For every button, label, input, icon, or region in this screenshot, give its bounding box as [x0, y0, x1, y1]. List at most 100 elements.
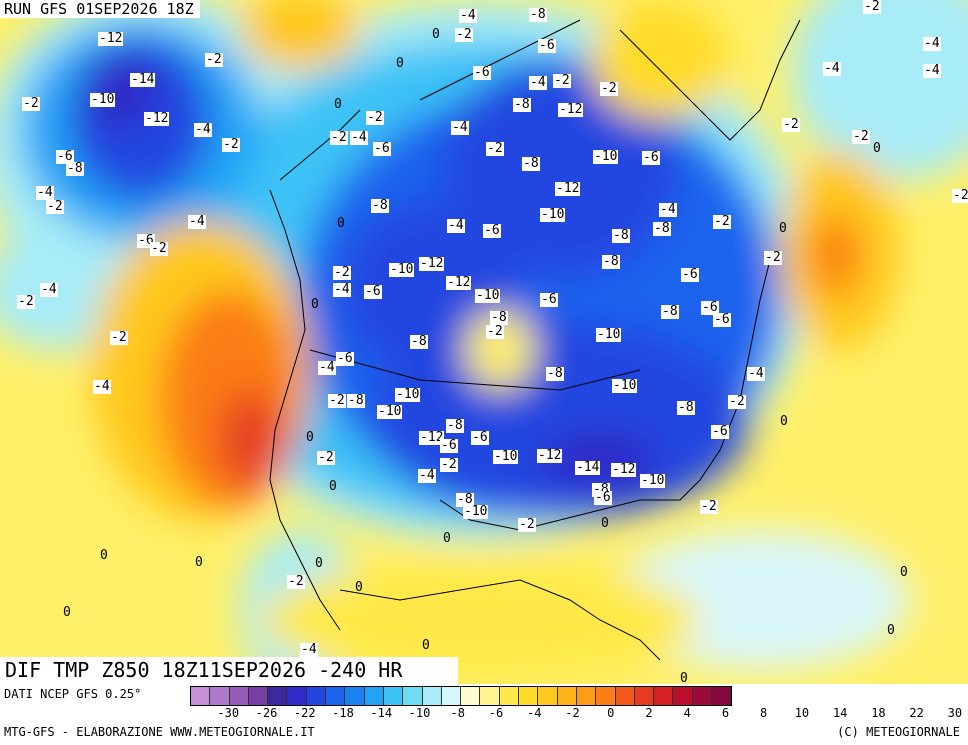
- contour-label: -2: [330, 130, 348, 145]
- contour-label-zero: 0: [887, 623, 895, 638]
- run-header: RUN GFS 01SEP2026 18Z: [0, 0, 200, 18]
- contour-label: -2: [287, 574, 305, 589]
- legend-tick-label: -10: [408, 706, 431, 720]
- contour-label: -10: [493, 449, 519, 464]
- contour-label: -10: [540, 207, 566, 222]
- contour-label: -6: [473, 65, 491, 80]
- contour-label: -6: [483, 223, 501, 238]
- contour-label-zero: 0: [432, 27, 440, 42]
- data-source: DATI NCEP GFS 0.25°: [4, 687, 142, 701]
- legend-swatch: [306, 687, 327, 705]
- contour-label: -4: [188, 214, 206, 229]
- contour-label: -2: [553, 73, 571, 88]
- contour-label: -8: [653, 221, 671, 236]
- contour-label: -12: [446, 275, 472, 290]
- contour-label: -8: [612, 228, 630, 243]
- contour-label: -8: [602, 254, 620, 269]
- contour-label: -6: [701, 300, 719, 315]
- contour-label: -12: [537, 448, 563, 463]
- legend-swatch: [441, 687, 462, 705]
- legend-swatch: [519, 687, 539, 705]
- legend-ticks: -30 -26 -22 -18 -14 -10 -8 -6 -4 -2 0 2 4 6 8 10 14 18 22 3…: [190, 706, 966, 722]
- contour-label: -6: [373, 141, 391, 156]
- contour-label: -8: [410, 334, 428, 349]
- contour-label: -2: [317, 450, 335, 465]
- contour-label: -4: [318, 360, 336, 375]
- color-legend-bar: [190, 686, 733, 706]
- legend-tick-label: 8: [760, 706, 768, 720]
- contour-label: -10: [377, 404, 403, 419]
- legend-tick-label: -2: [565, 706, 580, 720]
- legend-swatch: [538, 687, 558, 705]
- contour-label-zero: 0: [779, 221, 787, 236]
- legend-swatch: [422, 687, 442, 705]
- contour-label: -4: [823, 61, 841, 76]
- legend-swatch: [654, 687, 674, 705]
- legend-tick-label: -14: [370, 706, 393, 720]
- contour-label: -8: [371, 198, 389, 213]
- contour-label: -4: [418, 468, 436, 483]
- contour-label: -6: [681, 267, 699, 282]
- contour-label-zero: 0: [63, 605, 71, 620]
- contour-label: -2: [333, 265, 351, 280]
- contour-label: -4: [529, 75, 547, 90]
- contour-label: -4: [333, 282, 351, 297]
- legend-tick-label: -4: [526, 706, 542, 720]
- contour-label: -2: [110, 330, 128, 345]
- legend-swatch: [461, 687, 481, 705]
- contour-label: -4: [747, 366, 765, 381]
- contour-label: -4: [659, 202, 677, 217]
- contour-label: -2: [863, 0, 881, 14]
- contour-label-zero: 0: [422, 638, 430, 653]
- legend-swatch: [383, 687, 404, 705]
- contour-label: -4: [350, 130, 368, 145]
- contour-label: -2: [728, 394, 746, 409]
- contour-label-zero: 0: [337, 216, 345, 231]
- contour-label: -6: [538, 38, 556, 53]
- legend-tick-label: -6: [488, 706, 504, 720]
- contour-label: -8: [347, 393, 365, 408]
- contour-label: -4: [300, 642, 318, 657]
- contour-label: -4: [447, 218, 465, 233]
- contour-label: -12: [611, 462, 637, 477]
- contour-label: -6: [56, 149, 74, 164]
- contour-label: -12: [419, 256, 445, 271]
- contour-label: -10: [90, 92, 116, 107]
- contour-label: -8: [522, 156, 540, 171]
- legend-swatch: [248, 687, 269, 705]
- legend-tick-label: 14: [832, 706, 848, 720]
- contour-label-zero: 0: [900, 565, 908, 580]
- legend-swatch: [191, 687, 211, 705]
- legend-swatch: [364, 687, 384, 705]
- contour-label: -4: [923, 63, 941, 78]
- contour-label: -8: [446, 418, 464, 433]
- legend-tick-label: 0: [607, 706, 615, 720]
- contour-label: -4: [40, 282, 58, 297]
- legend-tick-label: 18: [871, 706, 886, 720]
- contour-label: -2: [518, 517, 536, 532]
- legend-swatch: [345, 687, 365, 705]
- legend-swatch: [692, 687, 713, 705]
- contour-label: -10: [593, 149, 619, 164]
- contour-label: -8: [529, 7, 547, 22]
- legend-swatch: [712, 687, 732, 705]
- contour-label: -2: [952, 188, 968, 203]
- contour-label: -4: [36, 185, 54, 200]
- contour-label: -10: [395, 387, 421, 402]
- contour-label: -2: [205, 52, 223, 67]
- contour-label-zero: 0: [334, 97, 342, 112]
- contour-label: -12: [558, 102, 584, 117]
- contour-label-zero: 0: [355, 580, 363, 595]
- legend-tick-label: 6: [721, 706, 730, 720]
- contour-label: -2: [486, 324, 504, 339]
- contour-label: -8: [513, 97, 531, 112]
- contour-label-zero: 0: [311, 297, 319, 312]
- contour-label: -10: [612, 378, 638, 393]
- contour-label: -2: [150, 241, 168, 256]
- legend-tick-label: -8: [450, 706, 465, 720]
- legend-swatch: [210, 687, 230, 705]
- contour-label: -10: [596, 327, 622, 342]
- contour-label: -8: [661, 304, 679, 319]
- legend-swatch: [673, 687, 693, 705]
- map-title: DIF TMP Z850 18Z11SEP2026 -240 HR: [0, 657, 458, 684]
